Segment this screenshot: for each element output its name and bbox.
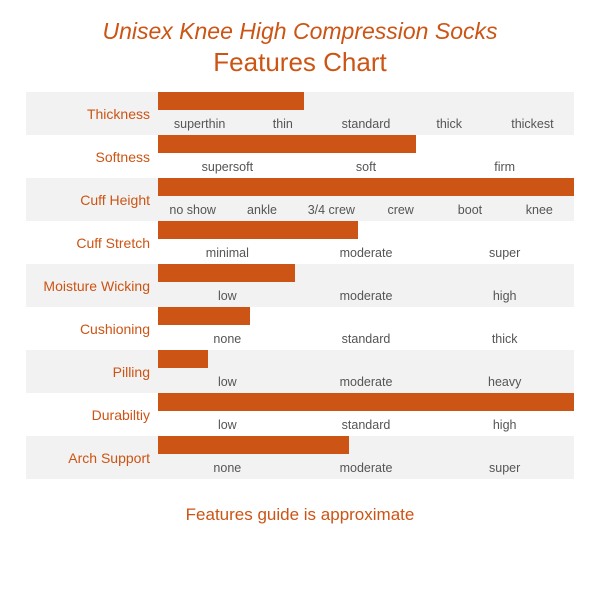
scale-label: super — [435, 246, 574, 260]
bar-fill — [158, 393, 574, 411]
feature-label: Cuff Height — [26, 178, 158, 221]
scale-label: high — [435, 289, 574, 303]
bar-area: supersoftsoftfirm — [158, 135, 574, 178]
scale-labels: supersoftsoftfirm — [158, 153, 574, 178]
scale-labels: nonemoderatesuper — [158, 454, 574, 479]
bar-track — [158, 135, 574, 153]
scale-label: low — [158, 418, 297, 432]
feature-label: Moisture Wicking — [26, 264, 158, 307]
scale-label: none — [158, 332, 297, 346]
bar-area: lowmoderateheavy — [158, 350, 574, 393]
chart-title: Features Chart — [20, 47, 580, 78]
scale-labels: minimalmoderatesuper — [158, 239, 574, 264]
features-chart: Thicknesssuperthinthinstandardthickthick… — [26, 92, 574, 479]
scale-label: thick — [408, 117, 491, 131]
scale-label: thin — [241, 117, 324, 131]
feature-row: Softnesssupersoftsoftfirm — [26, 135, 574, 178]
scale-label: none — [158, 461, 297, 475]
scale-label: knee — [505, 203, 574, 217]
scale-labels: no showankle3/4 crewcrewbootknee — [158, 196, 574, 221]
bar-area: nonestandardthick — [158, 307, 574, 350]
feature-label: Arch Support — [26, 436, 158, 479]
scale-label: ankle — [227, 203, 296, 217]
scale-label: moderate — [297, 461, 436, 475]
footer-note: Features guide is approximate — [20, 505, 580, 525]
bar-area: lowstandardhigh — [158, 393, 574, 436]
bar-fill — [158, 436, 349, 454]
feature-row: Thicknesssuperthinthinstandardthickthick… — [26, 92, 574, 135]
scale-label: low — [158, 289, 297, 303]
scale-labels: lowmoderatehigh — [158, 282, 574, 307]
bar-area: nonemoderatesuper — [158, 436, 574, 479]
scale-labels: nonestandardthick — [158, 325, 574, 350]
feature-row: Cuff Heightno showankle3/4 crewcrewbootk… — [26, 178, 574, 221]
scale-label: standard — [297, 332, 436, 346]
feature-row: Arch Supportnonemoderatesuper — [26, 436, 574, 479]
bar-track — [158, 264, 574, 282]
feature-label: Cuff Stretch — [26, 221, 158, 264]
scale-label: thick — [435, 332, 574, 346]
bar-fill — [158, 178, 574, 196]
feature-label: Softness — [26, 135, 158, 178]
feature-row: Durabiltiylowstandardhigh — [26, 393, 574, 436]
scale-label: thickest — [491, 117, 574, 131]
scale-label: standard — [297, 418, 436, 432]
scale-labels: lowmoderateheavy — [158, 368, 574, 393]
product-title: Unisex Knee High Compression Socks — [20, 18, 580, 45]
bar-area: lowmoderatehigh — [158, 264, 574, 307]
bar-fill — [158, 307, 250, 325]
scale-label: heavy — [435, 375, 574, 389]
feature-row: Pillinglowmoderateheavy — [26, 350, 574, 393]
feature-row: Cushioningnonestandardthick — [26, 307, 574, 350]
bar-track — [158, 92, 574, 110]
feature-label: Pilling — [26, 350, 158, 393]
bar-fill — [158, 92, 304, 110]
scale-label: 3/4 crew — [297, 203, 366, 217]
scale-label: soft — [297, 160, 436, 174]
bar-track — [158, 307, 574, 325]
scale-label: low — [158, 375, 297, 389]
scale-label: superthin — [158, 117, 241, 131]
scale-label: super — [435, 461, 574, 475]
bar-fill — [158, 221, 358, 239]
bar-fill — [158, 264, 295, 282]
bar-area: minimalmoderatesuper — [158, 221, 574, 264]
bar-fill — [158, 350, 208, 368]
bar-track — [158, 393, 574, 411]
scale-labels: lowstandardhigh — [158, 411, 574, 436]
feature-row: Moisture Wickinglowmoderatehigh — [26, 264, 574, 307]
bar-track — [158, 436, 574, 454]
bar-area: no showankle3/4 crewcrewbootknee — [158, 178, 574, 221]
feature-label: Cushioning — [26, 307, 158, 350]
scale-label: high — [435, 418, 574, 432]
scale-label: minimal — [158, 246, 297, 260]
scale-label: crew — [366, 203, 435, 217]
scale-label: moderate — [297, 375, 436, 389]
scale-label: standard — [324, 117, 407, 131]
scale-label: boot — [435, 203, 504, 217]
bar-track — [158, 178, 574, 196]
features-chart-container: Unisex Knee High Compression Socks Featu… — [0, 0, 600, 525]
scale-label: firm — [435, 160, 574, 174]
bar-area: superthinthinstandardthickthickest — [158, 92, 574, 135]
bar-fill — [158, 135, 416, 153]
bar-track — [158, 350, 574, 368]
scale-labels: superthinthinstandardthickthickest — [158, 110, 574, 135]
feature-label: Thickness — [26, 92, 158, 135]
feature-label: Durabiltiy — [26, 393, 158, 436]
feature-row: Cuff Stretchminimalmoderatesuper — [26, 221, 574, 264]
scale-label: moderate — [297, 289, 436, 303]
scale-label: no show — [158, 203, 227, 217]
bar-track — [158, 221, 574, 239]
scale-label: supersoft — [158, 160, 297, 174]
scale-label: moderate — [297, 246, 436, 260]
